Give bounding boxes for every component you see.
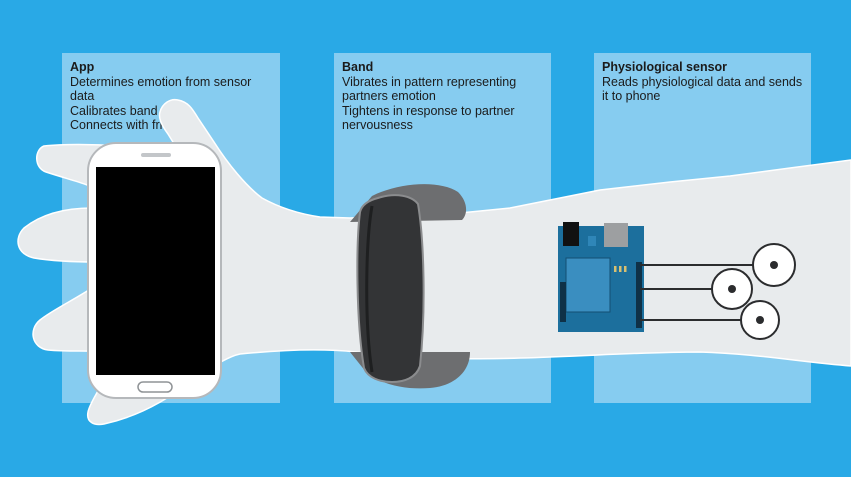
app-panel-title: App [70,60,95,74]
smartphone [87,142,222,399]
sensor-panel-line-2: it to phone [602,89,661,103]
phone-screen [96,167,215,375]
sensor-board [558,222,644,332]
sensor-panel-line-1: Reads physiological data and sends [602,74,803,89]
board-component [588,236,596,246]
app-panel-line-2: Calibrates band [70,103,158,118]
electrode-1-center [770,261,778,269]
app-panel-text: App Determines emotion from sensor data … [70,60,274,133]
board-usb-port [563,222,579,246]
band-panel-line-1: Vibrates in pattern representing [342,74,517,89]
board-chip [565,257,611,313]
board-led-3 [624,266,627,272]
electrode-2-center [728,285,736,293]
board-power-jack [604,223,628,247]
band-strap [350,184,470,389]
wrist-band [350,184,470,389]
phone-home-button [137,381,173,393]
electrode-3-center [756,316,764,324]
app-panel-line-3: Connects with friends [70,118,190,132]
board-led-2 [619,266,622,272]
sensor-panel-text: Physiological sensor Reads physiological… [602,60,805,104]
band-panel-line-4: nervousness [342,118,413,132]
app-panel-line-1: Determines emotion from sensor data [70,74,252,104]
board-led-1 [614,266,617,272]
sensor-panel-title: Physiological sensor [602,60,728,74]
board-header-left [560,282,566,322]
board-header-right [636,262,642,328]
band-face-edge [365,205,374,373]
phone-speaker [141,153,171,157]
band-panel-text: Band Vibrates in pattern representing pa… [342,60,545,133]
electrodes [711,243,796,340]
band-panel-line-2: partners emotion [342,89,436,103]
band-face [356,194,425,384]
band-panel-line-3: Tightens in response to partner [342,103,515,118]
band-panel-title: Band [342,60,374,74]
